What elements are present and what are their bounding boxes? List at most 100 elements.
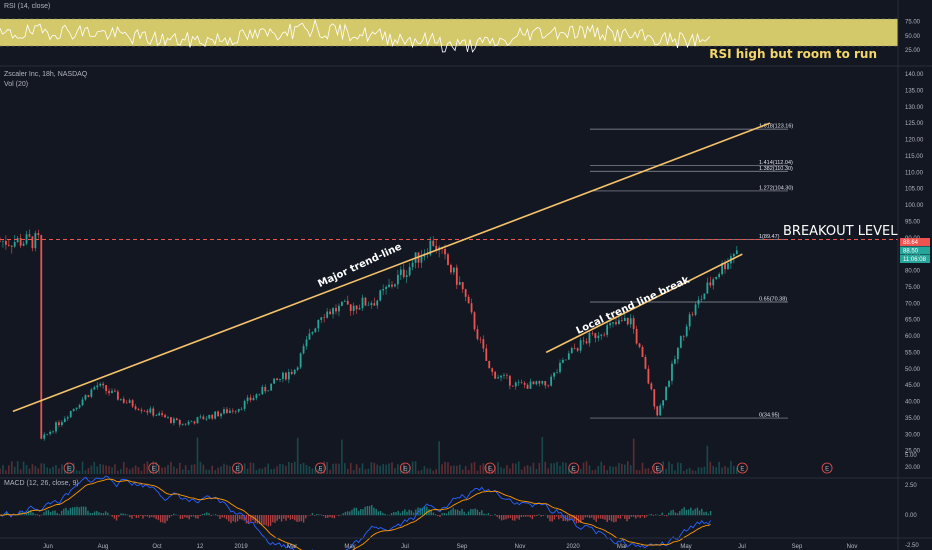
local-trendline[interactable] [545, 253, 743, 354]
macd-histogram-bar [287, 515, 289, 518]
candle-body [199, 416, 202, 418]
macd-histogram-bar [179, 515, 182, 519]
volume-bar [58, 468, 60, 474]
macd-histogram-bar [115, 515, 118, 521]
macd-histogram-bar [366, 505, 369, 516]
volume-bar [544, 461, 547, 474]
macd-histogram-bar [470, 509, 472, 516]
volume-bar [279, 463, 281, 474]
volume-bar [691, 470, 694, 474]
macd-histogram-bar [373, 507, 375, 516]
macd-histogram-bar [525, 515, 527, 517]
volume-bar [497, 462, 499, 474]
volume-bar [167, 464, 169, 474]
candle-body [506, 374, 508, 376]
macd-histogram-bar [309, 515, 311, 516]
candle-body [314, 328, 317, 333]
macd-histogram-bar [454, 509, 457, 516]
major-trendline[interactable] [12, 122, 771, 413]
volume-bar [573, 469, 576, 474]
candle-body [644, 357, 647, 369]
macd-histogram-bar [432, 512, 435, 516]
macd-histogram-bar [595, 515, 597, 522]
volume-bar [43, 463, 46, 474]
volume-bar [199, 461, 202, 474]
macd-histogram-bar [437, 515, 439, 517]
macd-histogram-bar [184, 515, 186, 518]
candle-body [279, 378, 281, 380]
price-tick-label: 40.00 [905, 400, 921, 406]
volume-bar [10, 461, 13, 474]
macd-histogram-bar [654, 514, 657, 516]
volume-bar [196, 437, 199, 474]
fib-level-label: 1.414(112.04) [759, 160, 793, 166]
volume-bar [28, 468, 31, 474]
candle-body [724, 262, 726, 270]
candle-body [60, 421, 63, 426]
candle-body [653, 389, 656, 407]
earnings-marker [652, 462, 664, 474]
macd-histogram-bar [269, 515, 272, 526]
volume-bar [624, 464, 626, 474]
volume-bar [146, 461, 149, 474]
macd-histogram-bar [641, 515, 644, 517]
volume-bar [317, 469, 320, 474]
volume-bar [158, 465, 160, 474]
macd-histogram-bar [465, 513, 468, 516]
candle-body [178, 419, 181, 425]
rsi-line [0, 18, 711, 53]
macd-pane: 5.00 2.50 0.00 -2.50 [0, 453, 919, 550]
candle-body [706, 282, 709, 294]
candle-body [361, 297, 364, 309]
volume-bar [688, 467, 691, 474]
macd-histogram-bar [45, 510, 47, 516]
candle-body [305, 339, 308, 347]
volume-bar [234, 470, 237, 474]
candle-body [7, 244, 10, 246]
macd-histogram-bar [118, 515, 120, 517]
macd-histogram-bar [124, 513, 127, 516]
macd-histogram-bar [426, 506, 428, 516]
volume-bar [668, 461, 670, 474]
macd-histogram-bar [439, 515, 441, 517]
macd-tick-label: 2.50 [905, 483, 917, 489]
volume-bar [476, 470, 479, 474]
volume-bar [125, 467, 128, 474]
volume-bar [75, 470, 78, 474]
macd-histogram-bar [520, 515, 523, 518]
price-tick-label: 105.00 [905, 187, 924, 193]
volume-bar [252, 463, 255, 474]
macd-histogram-bar [496, 515, 498, 517]
volume-bar [618, 462, 620, 474]
macd-histogram-bar [562, 515, 564, 522]
candle-body [432, 240, 435, 246]
symbol-label[interactable]: Zscaler Inc, 18h, NASDAQ [4, 71, 88, 78]
fib-level-label: 0(34.95) [759, 413, 780, 419]
fibonacci-levels: 1.618(123.16) 1.414(112.04)1.382(110.30) 1… [590, 124, 793, 419]
macd-histogram-bar [234, 515, 237, 523]
macd-histogram-bar [448, 511, 450, 516]
macd-histogram-bar [593, 515, 595, 520]
macd-histogram-bar [148, 515, 151, 518]
volume-bar [568, 468, 570, 474]
volume-bars [0, 437, 738, 474]
macd-histogram-bar [278, 515, 281, 520]
time-tick-label: Jul [738, 544, 746, 550]
earnings-marker-label: E [740, 467, 744, 473]
volume-bar [367, 468, 370, 474]
macd-histogram-bar [82, 506, 85, 516]
volume-bar [553, 463, 555, 474]
candle-body [662, 400, 665, 406]
candle-body [231, 410, 234, 412]
candle-body [526, 384, 529, 389]
price-tick-label: 80.00 [905, 269, 921, 275]
macd-histogram-bar [566, 515, 569, 522]
volume-bar [364, 469, 367, 474]
macd-histogram-bar [661, 512, 663, 516]
macd-histogram-bar [276, 515, 278, 521]
macd-histogram-bar [573, 515, 575, 522]
volume-bar [358, 467, 361, 474]
macd-histogram-bar [613, 515, 615, 523]
volume-bar [394, 468, 396, 474]
volume-bar [594, 469, 597, 474]
